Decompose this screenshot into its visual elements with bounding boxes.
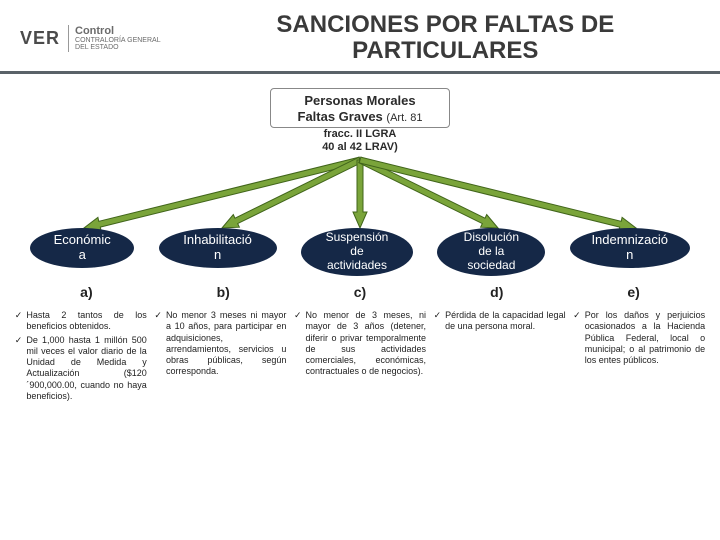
arrow (359, 157, 636, 231)
logo-subtitle: Control CONTRALORÍA GENERAL DEL ESTADO (68, 25, 161, 52)
letters-row: a) b) c) d) e) (0, 284, 720, 300)
arrow (353, 160, 367, 228)
root-sub-ref: fracc. II LGRA 40 al 42 LRAV) (270, 128, 450, 154)
check-icon: ✓ (15, 310, 23, 333)
detail-col-1: ✓No menor 3 meses ni mayor a 10 años, pa… (154, 310, 286, 404)
detail-col-3: ✓Pérdida de la capacidad legal de una pe… (434, 310, 566, 404)
check-icon: ✓ (15, 335, 23, 403)
detail-item: ✓No menor de 3 meses, ni mayor de 3 años… (294, 310, 426, 378)
detail-item: ✓No menor 3 meses ni mayor a 10 años, pa… (154, 310, 286, 378)
node-0: Económic a (30, 228, 134, 268)
detail-col-4: ✓Por los daños y perjuicios ocasionados … (573, 310, 705, 404)
detail-item: ✓De 1,000 hasta 1 millón 500 mil veces e… (15, 335, 147, 403)
node-letter-4: e) (575, 284, 693, 300)
node-4: Indemnizació n (570, 228, 690, 268)
node-3: Disolución de la sociedad (437, 228, 545, 276)
check-icon: ✓ (154, 310, 162, 378)
detail-col-2: ✓No menor de 3 meses, ni mayor de 3 años… (294, 310, 426, 404)
root-line1: Personas Morales (277, 93, 443, 109)
arrow (222, 157, 361, 228)
detail-text: De 1,000 hasta 1 millón 500 mil veces el… (26, 335, 146, 403)
detail-item: ✓Por los daños y perjuicios ocasionados … (573, 310, 705, 366)
node-letter-1: b) (164, 284, 282, 300)
check-icon: ✓ (434, 310, 442, 333)
detail-item: ✓Pérdida de la capacidad legal de una pe… (434, 310, 566, 333)
check-icon: ✓ (294, 310, 302, 378)
logo: VER Control CONTRALORÍA GENERAL DEL ESTA… (20, 25, 161, 52)
node-letter-0: a) (27, 284, 145, 300)
detail-text: No menor 3 meses ni mayor a 10 años, par… (166, 310, 286, 378)
node-letter-2: c) (301, 284, 419, 300)
arrow (359, 157, 498, 228)
detail-text: Pérdida de la capacidad legal de una per… (445, 310, 565, 333)
page-title: SANCIONES POR FALTAS DE PARTICULARES (161, 12, 700, 65)
check-icon: ✓ (573, 310, 581, 366)
detail-text: Por los daños y perjuicios ocasionados a… (585, 310, 705, 366)
node-1: Inhabilitació n (159, 228, 277, 268)
node-letter-3: d) (438, 284, 556, 300)
detail-text: No menor de 3 meses, ni mayor de 3 años … (306, 310, 426, 378)
logo-text: VER (20, 28, 60, 49)
details-row: ✓Hasta 2 tantos de los beneficios obteni… (0, 310, 720, 404)
arrow (84, 157, 361, 231)
header: VER Control CONTRALORÍA GENERAL DEL ESTA… (0, 0, 720, 74)
detail-item: ✓Hasta 2 tantos de los beneficios obteni… (15, 310, 147, 333)
detail-text: Hasta 2 tantos de los beneficios obtenid… (26, 310, 146, 333)
detail-col-0: ✓Hasta 2 tantos de los beneficios obteni… (15, 310, 147, 404)
root-line2: Faltas Graves (Art. 81 (277, 109, 443, 125)
root-node: Personas Morales Faltas Graves (Art. 81 (270, 88, 450, 128)
node-2: Suspensión de actividades (301, 228, 413, 276)
nodes-row: Económic a Inhabilitació n Suspensión de a… (0, 228, 720, 276)
